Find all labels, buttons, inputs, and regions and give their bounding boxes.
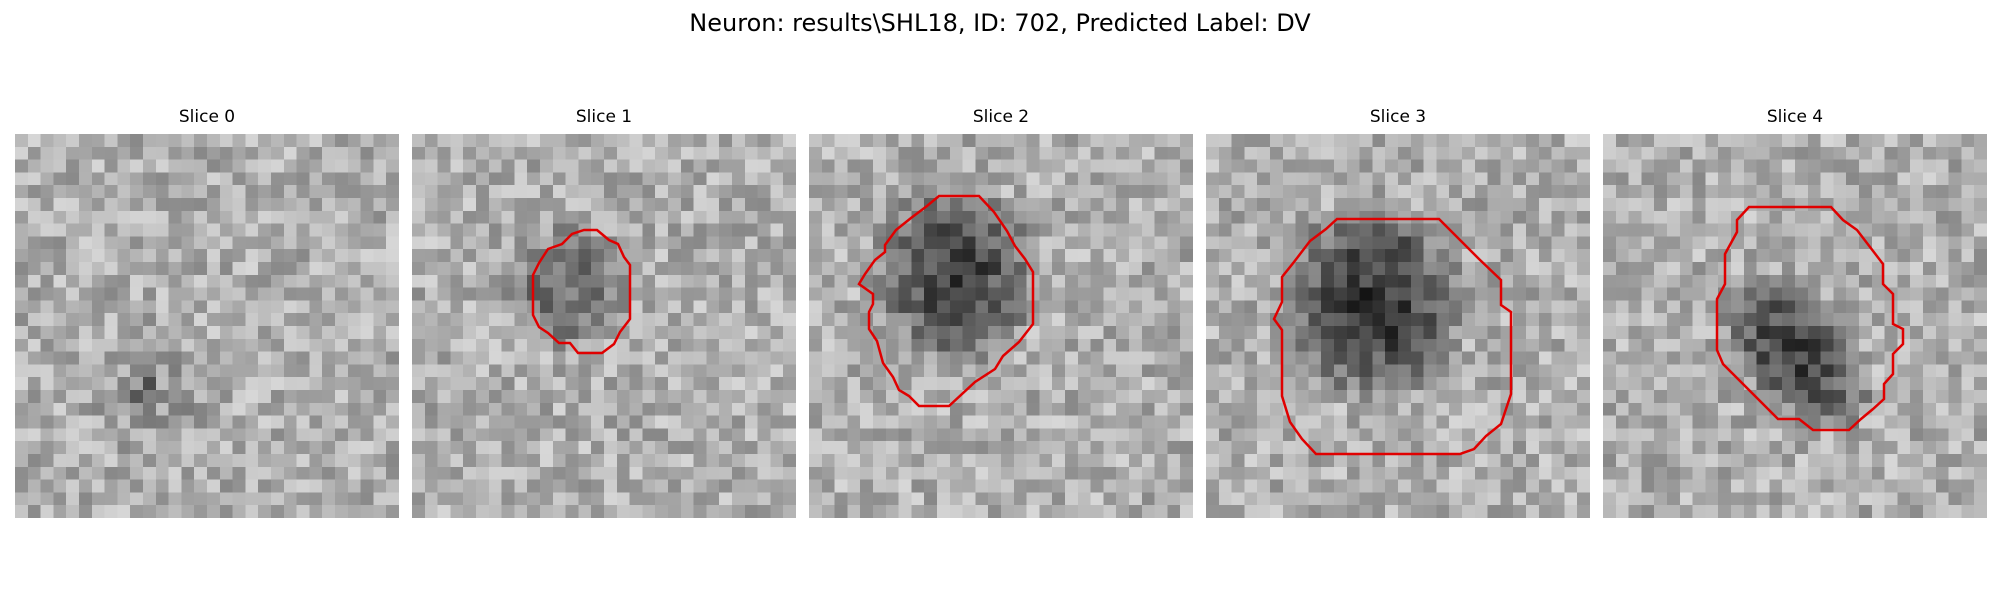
slice-title: Slice 3 (1369, 107, 1427, 127)
slice-pixels (412, 134, 796, 518)
slice-pixels (15, 134, 399, 518)
slice-pixels (1603, 134, 1987, 518)
segmentation-contour (1272, 217, 1513, 456)
slice-image (15, 134, 399, 518)
slice-title: Slice 0 (178, 107, 236, 127)
slice-image (809, 134, 1193, 518)
slice-image (412, 134, 796, 518)
slice-image (1206, 134, 1590, 518)
slice-pixels (809, 134, 1193, 518)
slice-title: Slice 2 (972, 107, 1030, 127)
segmentation-contour (531, 228, 632, 355)
slice-image (1603, 134, 1987, 518)
segmentation-contour (857, 194, 1035, 408)
segmentation-contour (1715, 205, 1905, 432)
slice-title: Slice 1 (575, 107, 633, 127)
slice-title: Slice 4 (1766, 107, 1824, 127)
figure-title: Neuron: results\SHL18, ID: 702, Predicte… (689, 9, 1311, 37)
